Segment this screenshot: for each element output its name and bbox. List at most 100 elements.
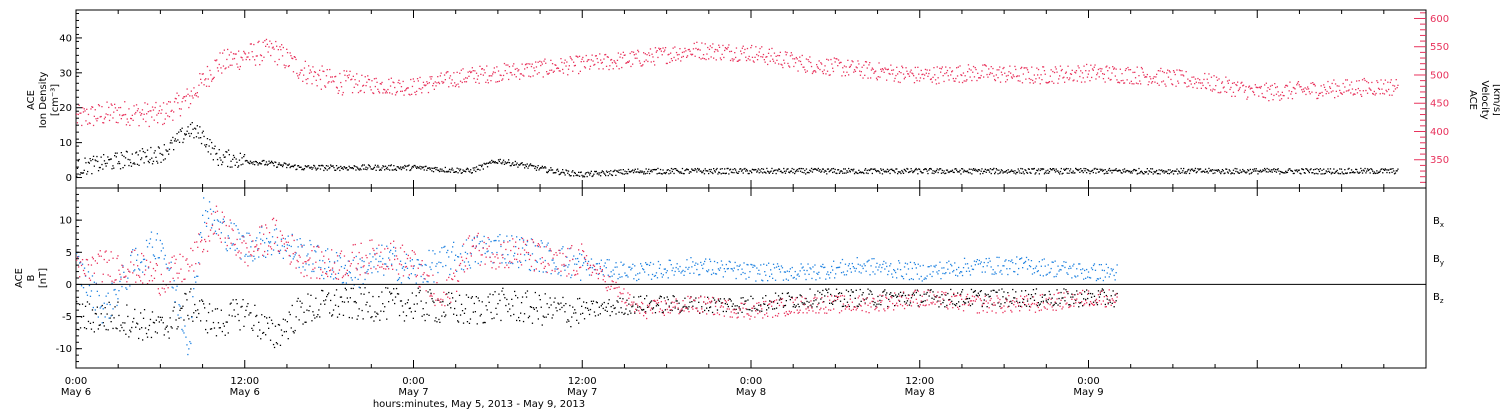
density-series-point bbox=[660, 173, 662, 175]
density-series-point bbox=[549, 169, 551, 171]
bx-series-point bbox=[962, 300, 965, 303]
velocity-series-point bbox=[1045, 81, 1047, 84]
bx-series-point bbox=[1088, 303, 1091, 305]
density-series-point bbox=[141, 157, 143, 159]
density-series-point bbox=[1113, 169, 1116, 171]
density-series-point bbox=[693, 169, 695, 172]
velocity-series-point bbox=[98, 105, 101, 107]
by-series-point bbox=[634, 265, 636, 267]
density-series-point bbox=[1113, 169, 1115, 172]
density-series-point bbox=[1282, 172, 1284, 174]
density-series-point bbox=[1103, 173, 1105, 175]
velocity-series-point bbox=[396, 90, 398, 93]
by-series-point bbox=[737, 269, 739, 271]
density-series-point bbox=[989, 168, 992, 170]
bx-series-point bbox=[404, 303, 407, 305]
velocity-series-point bbox=[912, 73, 914, 75]
density-series-point bbox=[1210, 169, 1212, 171]
bx-series-point bbox=[812, 303, 814, 305]
bx-series-point bbox=[902, 292, 905, 294]
bx-series-point bbox=[805, 297, 807, 300]
density-series-point bbox=[823, 171, 825, 173]
density-series-point bbox=[508, 162, 511, 164]
density-series-point bbox=[790, 170, 792, 172]
bx-series-point bbox=[197, 309, 199, 311]
density-series-point bbox=[963, 169, 965, 171]
velocity-series-point bbox=[675, 51, 678, 54]
density-series-point bbox=[575, 174, 577, 177]
bx-series-point bbox=[617, 301, 619, 303]
density-series-point bbox=[600, 175, 602, 177]
bx-series-point bbox=[257, 335, 259, 337]
by-series-point bbox=[377, 271, 379, 273]
bx-series-point bbox=[117, 301, 119, 303]
velocity-series-point bbox=[642, 64, 644, 66]
density-series-point bbox=[828, 171, 830, 173]
velocity-series-point bbox=[1022, 73, 1024, 75]
by-series-point bbox=[178, 304, 180, 306]
density-series-point bbox=[556, 169, 558, 171]
velocity-series-point bbox=[733, 58, 735, 60]
density-series-point bbox=[1327, 168, 1329, 170]
density-series-point bbox=[263, 159, 265, 162]
velocity-series-point bbox=[397, 81, 399, 84]
density-series-point bbox=[983, 170, 985, 173]
density-series-point bbox=[1086, 172, 1088, 174]
velocity-series-point bbox=[161, 109, 163, 111]
velocity-series-point bbox=[1175, 85, 1177, 87]
bx-series-point bbox=[1016, 300, 1018, 302]
by-series-point bbox=[725, 263, 727, 266]
velocity-series-point bbox=[868, 64, 870, 66]
bx-series-point bbox=[483, 321, 485, 324]
density-series-point bbox=[1163, 172, 1165, 174]
velocity-series-point bbox=[330, 81, 333, 83]
velocity-series-point bbox=[897, 81, 900, 83]
density-series-point bbox=[856, 172, 858, 174]
velocity-series-point bbox=[330, 76, 332, 78]
bx-series-point bbox=[201, 299, 203, 301]
bx-series-point bbox=[331, 314, 334, 316]
by-series-point bbox=[171, 286, 173, 288]
density-series-point bbox=[327, 165, 329, 167]
velocity-series-point bbox=[166, 103, 168, 105]
bx-series-point bbox=[469, 318, 472, 320]
velocity-series-point bbox=[276, 64, 279, 66]
density-series-point bbox=[245, 159, 247, 162]
density-series-point bbox=[1220, 172, 1222, 175]
density-series-point bbox=[746, 170, 749, 172]
velocity-series-point bbox=[1302, 88, 1305, 90]
velocity-series-point bbox=[1343, 91, 1345, 93]
density-series-point bbox=[450, 169, 452, 171]
bx-series-point bbox=[581, 305, 583, 307]
density-series-point bbox=[925, 168, 927, 170]
velocity-series-point bbox=[1260, 85, 1262, 88]
velocity-series-point bbox=[147, 111, 149, 113]
density-series-point bbox=[221, 163, 223, 166]
density-series-point bbox=[137, 154, 139, 156]
velocity-series-point bbox=[849, 65, 851, 68]
density-series-point bbox=[1353, 172, 1355, 174]
bx-series-point bbox=[305, 321, 307, 323]
velocity-series-point bbox=[743, 52, 745, 54]
density-series-point bbox=[504, 161, 506, 163]
density-series-point bbox=[616, 170, 619, 172]
velocity-series-point bbox=[197, 96, 199, 98]
density-series-point bbox=[140, 158, 142, 161]
velocity-series-point bbox=[406, 87, 408, 89]
by-series-point bbox=[151, 246, 154, 248]
by-series-point bbox=[603, 265, 605, 267]
density-series-point bbox=[605, 170, 608, 172]
density-series-point bbox=[1203, 170, 1205, 172]
velocity-series-point bbox=[1192, 86, 1194, 89]
bx-series-point bbox=[762, 297, 764, 299]
density-series-point bbox=[682, 172, 684, 175]
by-series-point bbox=[618, 273, 620, 275]
bx-series-point bbox=[957, 292, 959, 294]
bx-series-point bbox=[842, 305, 845, 307]
velocity-series-point bbox=[624, 54, 626, 56]
density-series-point bbox=[188, 132, 190, 135]
bx-series-point bbox=[751, 310, 753, 312]
density-series-point bbox=[883, 170, 885, 172]
density-series-point bbox=[655, 168, 657, 171]
bx-series-point bbox=[300, 306, 302, 308]
